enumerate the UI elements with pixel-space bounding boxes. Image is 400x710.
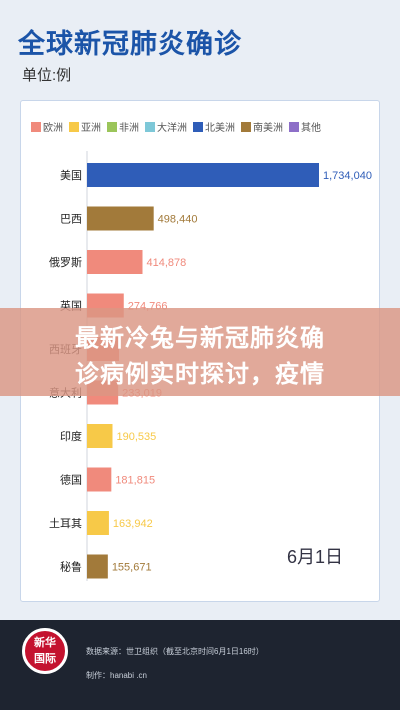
legend-item: 大洋洲 [145,119,187,134]
category-label: 巴西 [60,214,82,226]
date-label: 6月1日 [287,547,344,567]
legend-swatch [145,121,155,132]
legend-label: 非洲 [119,123,139,134]
value-label: 181,815 [115,475,155,487]
legend-item: 非洲 [107,119,139,134]
category-label: 俄罗斯 [49,256,82,269]
value-label: 155,671 [112,562,152,574]
bar [87,511,109,535]
bar [87,467,112,492]
legend-swatch [241,121,251,132]
legend-label: 大洋洲 [157,123,187,134]
category-label: 美国 [60,169,82,182]
banner-line-1: 最新冷兔与新冠肺炎确 [75,325,325,352]
value-label: 1,734,040 [323,170,372,182]
legend-label: 其他 [301,123,321,134]
legend-label: 亚洲 [81,123,101,134]
legend-swatch [69,121,79,132]
maker-credit: 制作：hanabi .cn [86,671,147,680]
legend-label: 南美洲 [253,123,283,134]
value-label: 163,942 [113,518,153,530]
legend-label: 欧洲 [43,123,63,134]
chart-legend: 欧洲 亚洲 非洲 大洋洲 北美洲 南美洲 其他 [31,119,327,134]
legend-item: 欧洲 [31,119,63,134]
logo-line-1: 新华 [34,637,56,649]
value-label: 498,440 [158,214,198,226]
footer: 新华 国际 数据来源：世卫组织（截至北京时间6月1日16时） 制作：hanabi… [0,620,400,710]
bar [87,250,143,274]
title-banner: 最新冷兔与新冠肺炎确 诊病例实时探讨，疫情 [0,308,400,396]
bar [87,424,113,448]
bar [87,163,319,187]
page-title: 全球新冠肺炎确诊 [18,29,242,59]
bar [87,554,108,579]
category-label: 德国 [60,473,82,487]
category-label: 土耳其 [49,517,82,530]
legend-item: 其他 [289,119,321,134]
legend-item: 北美洲 [193,119,235,134]
value-label: 190,535 [116,431,156,443]
logo-line-2: 国际 [34,653,56,665]
legend-item: 亚洲 [69,119,101,134]
value-label: 414,878 [147,257,187,269]
bar [87,206,154,231]
xinhua-logo: 新华 国际 [22,628,68,674]
category-label: 秘鲁 [60,560,82,574]
legend-swatch [193,121,203,132]
legend-swatch [107,121,117,132]
legend-label: 北美洲 [205,123,235,134]
legend-swatch [289,121,299,132]
unit-label: 单位:例 [22,67,72,84]
data-source: 数据来源：世卫组织（截至北京时间6月1日16时） [86,647,264,656]
banner-line-2: 诊病例实时探讨，疫情 [75,361,325,388]
category-label: 印度 [60,429,82,443]
legend-swatch [31,121,41,132]
legend-item: 南美洲 [241,119,283,134]
